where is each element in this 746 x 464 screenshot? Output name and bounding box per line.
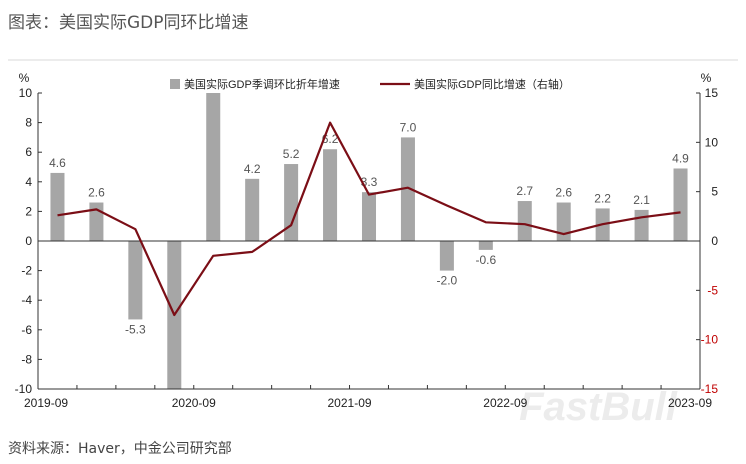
left-tick-label: 10 — [19, 86, 33, 100]
right-axis-unit: % — [701, 71, 712, 85]
bar-data-label: 2.6 — [88, 186, 105, 200]
bar-data-label: 4.6 — [49, 156, 66, 170]
left-tick-label: 2 — [25, 204, 32, 218]
bar-2023-06 — [634, 209, 649, 241]
x-tick-label: 2021-09 — [328, 396, 372, 410]
bar-2020-03 — [128, 241, 143, 320]
bar-data-label: 7.0 — [400, 120, 417, 134]
watermark-logo: FastBull — [519, 385, 678, 429]
left-tick-label: -10 — [15, 382, 33, 396]
left-axis-unit: % — [19, 71, 30, 85]
right-tick-label: -5 — [707, 283, 718, 297]
left-tick-label: -2 — [21, 264, 32, 278]
bar-data-label: -5.3 — [125, 322, 146, 336]
right-tick-label: -10 — [701, 333, 719, 347]
legend-bar-swatch — [170, 79, 180, 89]
x-tick-label: 2023-09 — [668, 396, 712, 410]
bar-data-label: 2.6 — [555, 186, 572, 200]
right-tick-label: 15 — [705, 86, 719, 100]
bar-data-label: 2.7 — [516, 184, 533, 198]
x-tick-label: 2020-09 — [172, 396, 216, 410]
bar-data-label: 2.1 — [633, 193, 650, 207]
bar-2022-06 — [478, 241, 493, 250]
right-tick-label: 0 — [711, 234, 718, 248]
bar-2021-06 — [323, 149, 338, 241]
bar-data-label: -0.6 — [475, 253, 496, 267]
yoy-growth-line — [57, 121, 681, 317]
x-tick-label: 2022-09 — [483, 396, 527, 410]
bar-data-label: 4.9 — [672, 151, 689, 165]
right-tick-label: -15 — [701, 382, 719, 396]
bar-2021-03 — [284, 164, 299, 241]
left-tick-label: 8 — [25, 116, 32, 130]
legend-bar-label: 美国实际GDP季调环比折年增速 — [184, 77, 340, 91]
chart-title: 图表：美国实际GDP同环比增速 — [8, 13, 249, 33]
bar-2022-03 — [439, 241, 454, 271]
bar-data-label: -2.0 — [437, 274, 458, 288]
bar-data-label: 2.2 — [594, 191, 611, 205]
right-tick-label: 10 — [705, 135, 719, 149]
bar-2022-12 — [556, 202, 571, 241]
right-tick-label: 5 — [711, 185, 718, 199]
left-tick-label: -8 — [21, 352, 32, 366]
bar-2020-09 — [206, 93, 221, 241]
bar-2019-09 — [50, 172, 65, 241]
left-tick-label: 4 — [25, 175, 32, 189]
bar-2021-09 — [361, 192, 377, 241]
bar-2022-09 — [517, 201, 532, 241]
bar-2023-09 — [673, 168, 688, 241]
bar-2019-12 — [89, 202, 104, 241]
source-note: 资料来源：Haver，中金公司研究部 — [8, 441, 232, 457]
left-tick-label: -4 — [21, 293, 32, 307]
bar-2021-12 — [400, 137, 415, 241]
bar-2020-12 — [245, 178, 260, 241]
left-tick-label: -6 — [21, 323, 32, 337]
bar-data-label: 4.2 — [244, 162, 261, 176]
legend-line-label: 美国实际GDP同比增速（右轴） — [414, 77, 570, 91]
left-tick-label: 0 — [25, 234, 32, 248]
left-tick-label: 6 — [25, 145, 32, 159]
bar-data-label: 5.2 — [283, 147, 300, 161]
x-tick-label: 2019-09 — [24, 396, 68, 410]
